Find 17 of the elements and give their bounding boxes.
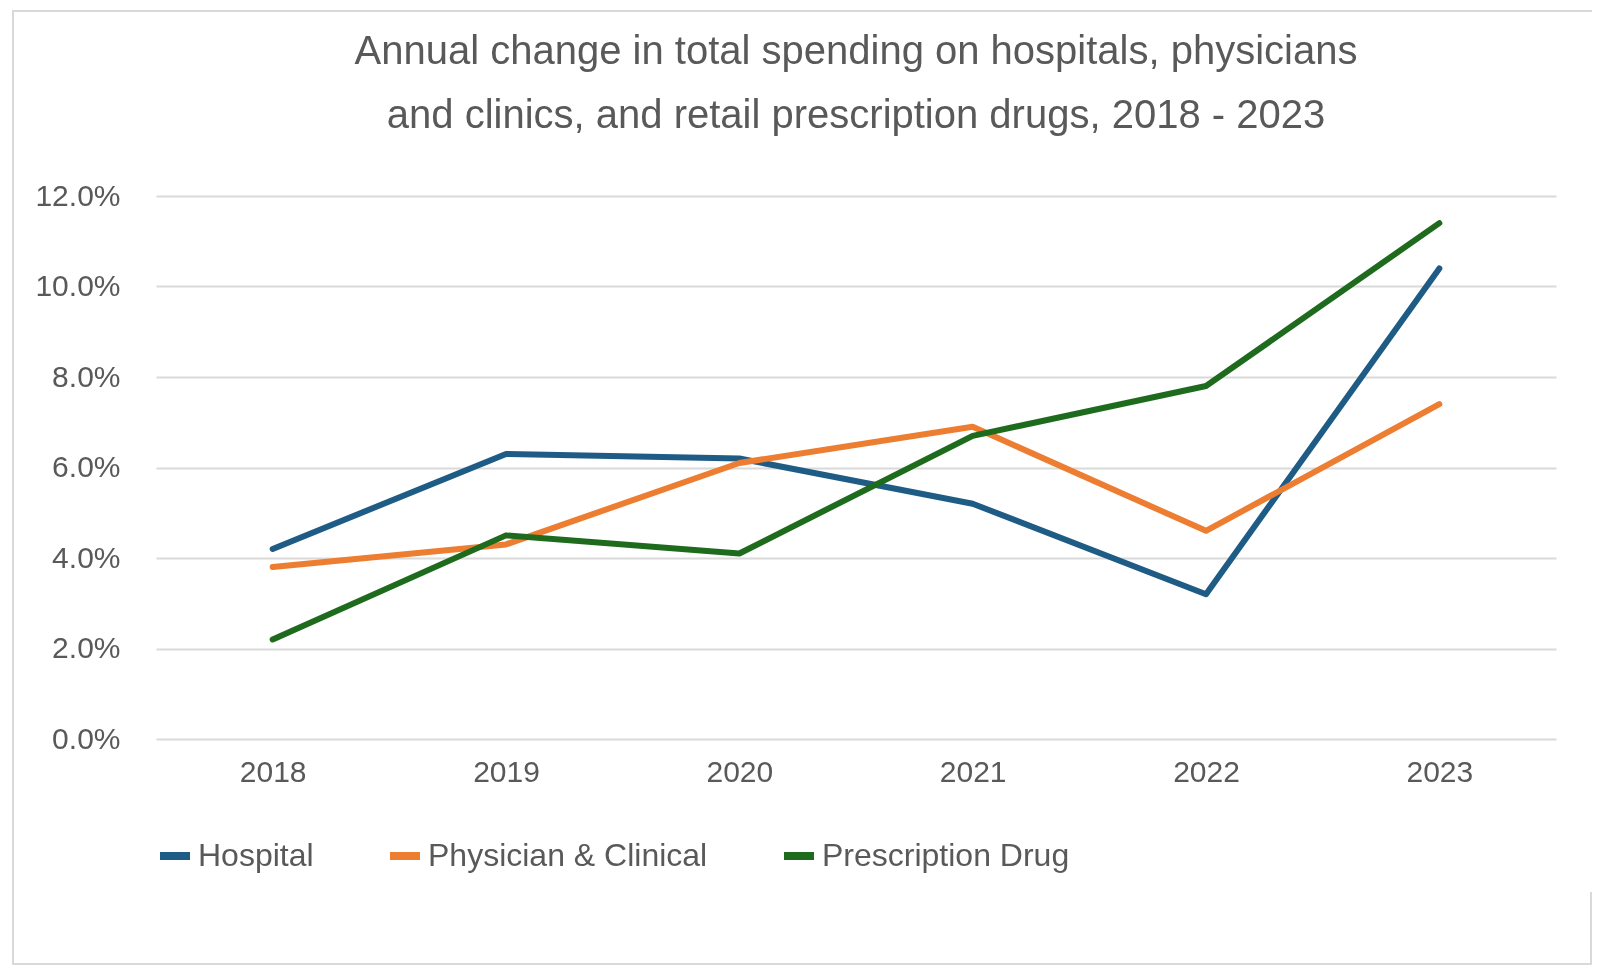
x-tick-label: 2022: [1173, 754, 1240, 788]
x-tick-label: 2019: [473, 754, 540, 788]
legend-label: Physician & Clinical: [428, 837, 708, 873]
x-tick-label: 2020: [706, 754, 774, 788]
x-tick-label: 2018: [239, 754, 307, 788]
chart-title: Annual change in total spending on hospitals, physicians and clinics, and retail prescription drugs, 2018 - 2023: [354, 28, 1358, 136]
y-tick-label: 4.0%: [52, 540, 121, 574]
legend-label: Hospital: [198, 837, 314, 873]
x-tick-label: 2021: [939, 754, 1007, 788]
x-tick-label: 2023: [1406, 754, 1474, 788]
y-tick-label: 6.0%: [52, 450, 121, 483]
y-tick-label: 0.0%: [52, 721, 121, 755]
y-tick-label: 12.0%: [35, 178, 121, 212]
y-tick-label: 8.0%: [52, 359, 121, 393]
legend-label: Prescription Drug: [822, 837, 1070, 873]
y-tick-label: 2.0%: [52, 631, 121, 664]
y-tick-label: 10.0%: [35, 269, 121, 302]
